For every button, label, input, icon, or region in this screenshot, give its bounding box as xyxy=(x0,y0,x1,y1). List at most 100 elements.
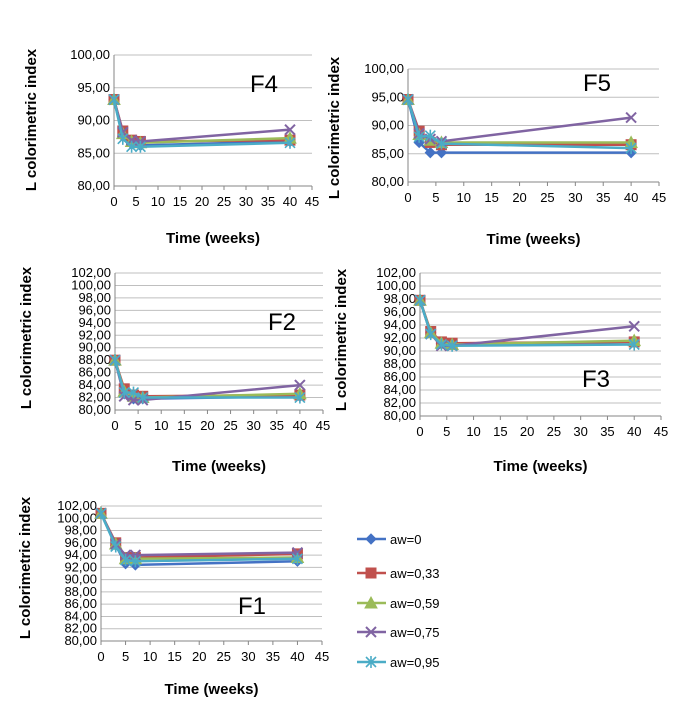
y-tick-label: 100,00 xyxy=(364,61,404,76)
panel-title: F4 xyxy=(250,71,278,98)
x-tick-label: 35 xyxy=(596,190,610,205)
legend-label: aw=0,75 xyxy=(390,625,440,640)
data-point xyxy=(435,338,447,351)
y-tick-label: 94,00 xyxy=(64,547,97,562)
y-tick-label: 92,00 xyxy=(383,330,416,345)
y-tick-label: 85,00 xyxy=(371,146,404,161)
legend-entry: aw=0 xyxy=(357,532,421,547)
x-tick-label: 10 xyxy=(143,649,157,664)
x-tick-label: 35 xyxy=(270,418,284,433)
data-point xyxy=(435,137,448,150)
x-tick-label: 35 xyxy=(600,424,614,439)
x-tick-label: 10 xyxy=(457,190,471,205)
y-tick-label: 90,00 xyxy=(77,113,110,128)
x-tick-label: 25 xyxy=(547,424,561,439)
y-tick-label: 100,00 xyxy=(376,278,416,293)
x-tick-label: 25 xyxy=(540,190,554,205)
y-axis-title: L colorimetric index xyxy=(18,266,35,409)
legend-marker xyxy=(365,533,377,545)
x-tick-label: 45 xyxy=(316,418,330,433)
y-tick-label: 98,00 xyxy=(383,291,416,306)
series-aw=0,95 xyxy=(402,93,637,155)
x-tick-label: 20 xyxy=(195,194,209,209)
y-tick-label: 90,00 xyxy=(371,118,404,133)
y-tick-label: 86,00 xyxy=(78,365,111,380)
series-aw=0,95 xyxy=(95,507,304,568)
y-tick-label: 94,00 xyxy=(78,315,111,330)
chart-panel-f4: 80,00 85,00 90,00 95,00 100,00 0 5 10 15 20 25 30 35… xyxy=(23,47,319,247)
y-axis-title: L colorimetric index xyxy=(333,268,350,411)
x-tick-label: 5 xyxy=(432,190,439,205)
series-aw=0,95 xyxy=(108,93,296,153)
data-point xyxy=(294,391,306,404)
legend-marker xyxy=(365,567,377,579)
y-tick-label: 82,00 xyxy=(64,621,97,636)
x-tick-label: 45 xyxy=(305,194,319,209)
y-tick-label: 100,00 xyxy=(71,277,111,292)
x-axis-title: Time (weeks) xyxy=(487,231,581,248)
y-tick-label: 80,00 xyxy=(64,633,97,648)
data-point xyxy=(294,379,306,391)
data-point xyxy=(425,328,437,341)
y-tick-label: 80,00 xyxy=(78,402,111,417)
series-aw=0,75 xyxy=(95,507,304,561)
series-aw=0,95 xyxy=(109,354,306,404)
chart-panel-f5: 80,00 85,00 90,00 95,00 100,00 0 5 10 15 20 25 30 35… xyxy=(326,56,666,248)
x-tick-label: 20 xyxy=(192,649,206,664)
x-tick-label: 0 xyxy=(110,194,117,209)
data-point xyxy=(424,129,436,142)
panel-title: F2 xyxy=(268,309,296,336)
y-tick-label: 82,00 xyxy=(78,390,111,405)
series-line xyxy=(406,99,632,143)
data-point xyxy=(284,136,296,149)
x-tick-label: 0 xyxy=(97,649,104,664)
series-aw=0,75 xyxy=(402,93,637,148)
y-tick-label: 96,00 xyxy=(383,304,416,319)
x-tick-label: 30 xyxy=(241,649,255,664)
data-point xyxy=(110,540,122,553)
x-tick-label: 30 xyxy=(246,418,260,433)
data-point xyxy=(413,130,425,143)
x-tick-label: 40 xyxy=(627,424,641,439)
x-tick-label: 40 xyxy=(290,649,304,664)
x-tick-label: 15 xyxy=(493,424,507,439)
x-tick-label: 10 xyxy=(154,418,168,433)
y-tick-label: 80,00 xyxy=(77,178,110,193)
legend-entry: aw=0,33 xyxy=(357,566,440,581)
y-tick-label: 98,00 xyxy=(78,290,111,305)
x-tick-label: 15 xyxy=(484,190,498,205)
y-tick-label: 98,00 xyxy=(64,523,97,538)
x-axis-title: Time (weeks) xyxy=(165,681,259,698)
x-tick-label: 30 xyxy=(573,424,587,439)
series-aw=0,95 xyxy=(414,294,640,352)
y-tick-label: 82,00 xyxy=(383,395,416,410)
legend-label: aw=0,95 xyxy=(390,655,440,670)
y-tick-label: 85,00 xyxy=(77,145,110,160)
data-point xyxy=(625,111,637,124)
y-tick-label: 84,00 xyxy=(64,608,97,623)
y-tick-label: 95,00 xyxy=(371,89,404,104)
x-tick-label: 30 xyxy=(568,190,582,205)
legend-entry: aw=0,59 xyxy=(357,595,440,611)
x-tick-label: 15 xyxy=(177,418,191,433)
x-tick-label: 25 xyxy=(217,649,231,664)
data-point xyxy=(109,354,121,367)
legend-marker xyxy=(364,595,378,609)
y-tick-label: 102,00 xyxy=(376,265,416,280)
x-tick-label: 15 xyxy=(167,649,181,664)
y-tick-label: 96,00 xyxy=(64,535,97,550)
x-axis-title: Time (weeks) xyxy=(494,458,588,475)
x-tick-label: 0 xyxy=(404,190,411,205)
y-axis-title: L colorimetric index xyxy=(17,496,34,639)
data-point xyxy=(625,142,637,155)
series-line xyxy=(99,512,298,557)
x-tick-label: 20 xyxy=(200,418,214,433)
data-point xyxy=(108,93,120,106)
y-axis-title: L colorimetric index xyxy=(23,48,40,191)
data-point xyxy=(628,338,640,351)
y-tick-label: 102,00 xyxy=(71,265,111,280)
data-point xyxy=(118,386,130,399)
y-tick-label: 80,00 xyxy=(383,408,416,423)
legend-label: aw=0 xyxy=(390,532,421,547)
